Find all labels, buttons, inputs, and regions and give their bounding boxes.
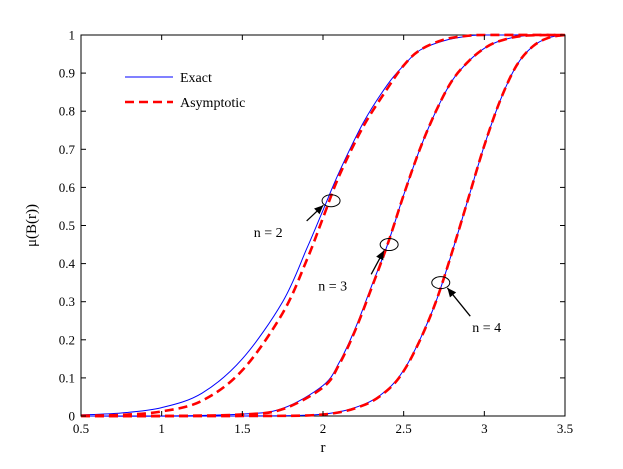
plot-frame <box>80 34 566 417</box>
y-tick-label: 0.7 <box>59 142 76 157</box>
annotation-arrow-head <box>447 287 457 298</box>
series-asymptotic-n2 <box>80 33 566 417</box>
x-tick-label: 2 <box>320 421 327 436</box>
annotation-circle <box>431 276 451 290</box>
x-tick-label: 1 <box>158 421 165 436</box>
y-tick-label: 0.3 <box>59 294 75 309</box>
annotation-label: n = 3 <box>318 279 347 294</box>
annotation-circle <box>321 194 341 208</box>
annotation-n4: n = 4 <box>431 276 501 336</box>
x-tick-label: 3 <box>481 421 488 436</box>
y-tick-label: 0.5 <box>59 218 75 233</box>
annotation-arrow-head <box>376 250 384 261</box>
y-tick-label: 0.2 <box>59 332 75 347</box>
series-asymptotic-n3 <box>80 33 566 418</box>
y-tick-label: 0.8 <box>59 104 75 119</box>
plot-area: n = 2 n = 3 n = 4 <box>80 33 566 418</box>
series-asymptotic-n4 <box>80 33 566 418</box>
y-tick-label: 0.9 <box>59 66 75 81</box>
annotation-n3: n = 3 <box>318 238 399 294</box>
y-tick-label: 0.4 <box>59 256 76 271</box>
tick-layer <box>80 34 566 417</box>
x-tick-labels: 0.5 1 1.5 2 2.5 3 3.5 <box>73 421 573 436</box>
y-tick-label: 0.6 <box>59 180 76 195</box>
annotation-n2: n = 2 <box>254 194 341 241</box>
annotation-label: n = 4 <box>472 321 501 336</box>
y-tick-label: 1 <box>69 28 76 43</box>
annotation-arrow-head <box>314 205 324 215</box>
annotation-label: n = 2 <box>254 226 283 241</box>
y-tick-labels: 0 0.1 0.2 0.3 0.4 0.5 0.6 0.7 0.8 0.9 1 <box>59 28 76 424</box>
x-tick-label: 1.5 <box>234 421 250 436</box>
series-exact-n4 <box>80 34 566 417</box>
series-layer <box>80 33 566 418</box>
series-exact-n2 <box>80 34 566 416</box>
legend: Exact Asymptotic <box>125 71 245 111</box>
x-axis-label: r <box>321 440 326 456</box>
y-tick-label: 0 <box>69 409 76 424</box>
y-tick-label: 0.1 <box>59 370 75 385</box>
legend-label-exact: Exact <box>180 71 212 86</box>
series-exact-n3 <box>80 34 566 417</box>
y-axis-label: μ(B(r)) <box>24 204 40 247</box>
annotation-layer: n = 2 n = 3 n = 4 <box>254 194 501 336</box>
x-tick-label: 3.5 <box>557 421 573 436</box>
legend-label-asymptotic: Asymptotic <box>180 96 245 111</box>
annotation-circle <box>379 238 399 252</box>
x-tick-label: 0.5 <box>73 421 89 436</box>
x-tick-label: 2.5 <box>396 421 412 436</box>
